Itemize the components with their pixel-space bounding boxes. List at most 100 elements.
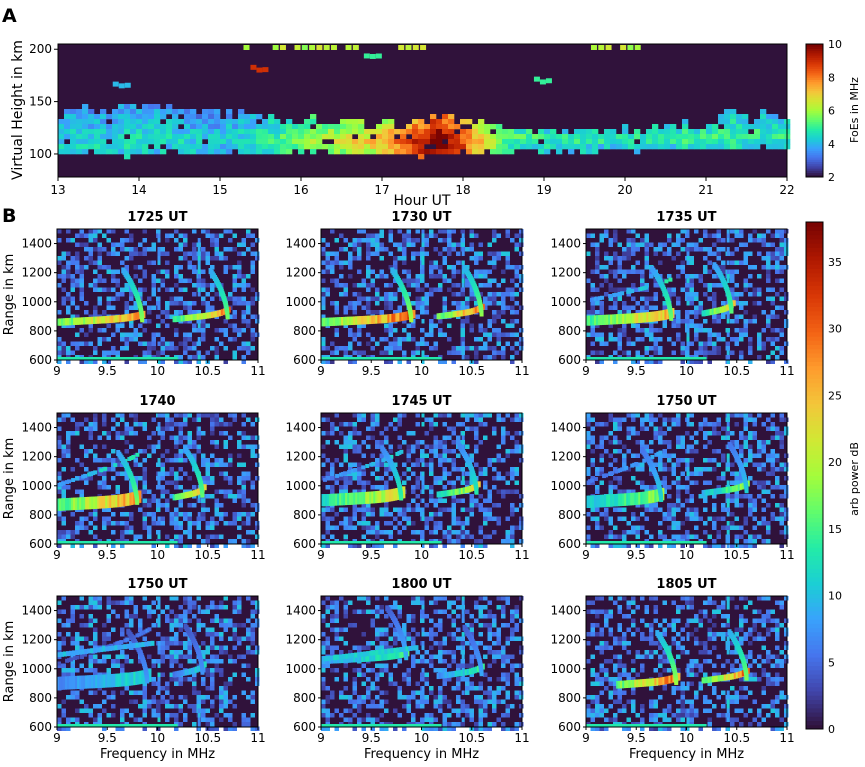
ionogram-noise [232, 301, 237, 306]
x-trace-cell [172, 316, 177, 323]
ionogram-noise [649, 242, 654, 247]
ionogram-noise [70, 323, 75, 328]
panel-a-cell [70, 109, 77, 115]
panel-a-cell [478, 134, 485, 140]
ionogram-noise [590, 332, 595, 337]
ionogram-noise [608, 242, 613, 247]
ionogram-noise [442, 247, 447, 252]
ionogram-noise [61, 251, 66, 256]
panel-a-colorbar-segment [806, 106, 823, 109]
ionogram-noise [415, 283, 420, 288]
panel-a-cell [226, 129, 233, 135]
o-trace-cell [131, 313, 136, 321]
ionogram-noise [478, 251, 483, 256]
ionogram-noise [142, 359, 147, 364]
ionogram-noise [361, 516, 366, 521]
ionogram-noise [147, 453, 152, 458]
panel-a-cell [226, 144, 233, 150]
ionogram-noise [339, 233, 344, 238]
ionogram-artefact [157, 341, 161, 346]
panel-a-cell [478, 119, 485, 125]
o-trace-cell [614, 314, 619, 325]
ionogram-noise [406, 283, 411, 288]
ionogram-noise [604, 278, 609, 283]
panel-a-cell [322, 129, 329, 135]
ionogram-noise [460, 332, 465, 337]
ionogram-noise [241, 355, 246, 360]
ionogram-noise [379, 512, 384, 517]
ionogram-noise [492, 355, 497, 360]
panel-a-cell [82, 124, 89, 130]
x-trace-cell [442, 490, 447, 497]
panel-a-cell [772, 139, 779, 145]
ionogram-noise [241, 287, 246, 292]
ionogram-noise [451, 530, 456, 535]
ionogram-noise [397, 256, 402, 261]
ionogram-noise [160, 503, 165, 508]
panel-a-cell [166, 119, 173, 125]
ionogram-noise [478, 471, 483, 476]
ionogram-noise [725, 346, 730, 351]
ionogram-noise [442, 444, 447, 449]
ionogram-noise [375, 247, 380, 252]
ionogram-noise [352, 462, 357, 467]
ionogram-noise [644, 301, 649, 306]
o-trace-cell [616, 314, 621, 325]
ionogram-noise [604, 251, 609, 256]
panel-a-cell [508, 139, 515, 145]
ionogram-noise [79, 274, 84, 279]
ionogram-noise [325, 431, 330, 436]
panel-a-cell [82, 134, 89, 140]
panel-a-cell [340, 124, 347, 130]
ionogram-noise [70, 260, 75, 265]
panel-a-cell [670, 124, 677, 130]
ionogram-noise [595, 350, 600, 355]
ionogram-noise [151, 543, 156, 548]
ionogram-noise [201, 413, 206, 418]
panel-a-colorbar-tick-label: 4 [828, 138, 835, 151]
ionogram-artefact [726, 355, 730, 360]
o-trace-cell [129, 313, 134, 321]
x-trace-cell [202, 312, 207, 319]
ionogram-noise [348, 341, 353, 346]
ionogram-noise [348, 467, 353, 472]
ionogram-noise [343, 287, 348, 292]
panel-a-cell [214, 144, 221, 150]
ionogram-noise [712, 251, 717, 256]
ionogram-noise [330, 489, 335, 494]
ionogram-noise [174, 435, 179, 440]
ionogram-noise [617, 269, 622, 274]
ionogram-artefact [157, 260, 161, 265]
panel-a-cell [286, 139, 293, 145]
ionogram-noise [210, 305, 215, 310]
ionogram-noise [424, 521, 429, 526]
ionogram-noise [174, 413, 179, 418]
panel-a-cell [412, 124, 419, 130]
ionogram-noise [739, 305, 744, 310]
ionogram-noise [111, 449, 116, 454]
ionogram-noise [214, 512, 219, 517]
o-spread-cell [626, 289, 631, 294]
ionogram-noise [232, 516, 237, 521]
o-trace-cell [600, 314, 605, 325]
ionogram-noise [70, 417, 75, 422]
ionogram-noise [187, 337, 192, 342]
ionogram-noise [402, 256, 407, 261]
ionogram-noise [779, 229, 784, 234]
ionogram-noise [447, 449, 452, 454]
ionogram-noise [613, 422, 618, 427]
ionogram-noise [237, 453, 242, 458]
x-trace-cell [454, 488, 459, 495]
ionogram-noise [246, 435, 251, 440]
o-trace-cell [596, 315, 601, 326]
ionogram-noise [595, 323, 600, 328]
ionogram-noise [492, 328, 497, 333]
ionogram-noise [178, 301, 183, 306]
panel-a-sparse-cell [118, 83, 125, 89]
panel-a-cell [136, 124, 143, 130]
ionogram-noise [492, 476, 497, 481]
ionogram-noise [429, 458, 434, 463]
ionogram-noise [366, 332, 371, 337]
panel-a-cell [304, 124, 311, 130]
ionogram-noise [510, 278, 515, 283]
